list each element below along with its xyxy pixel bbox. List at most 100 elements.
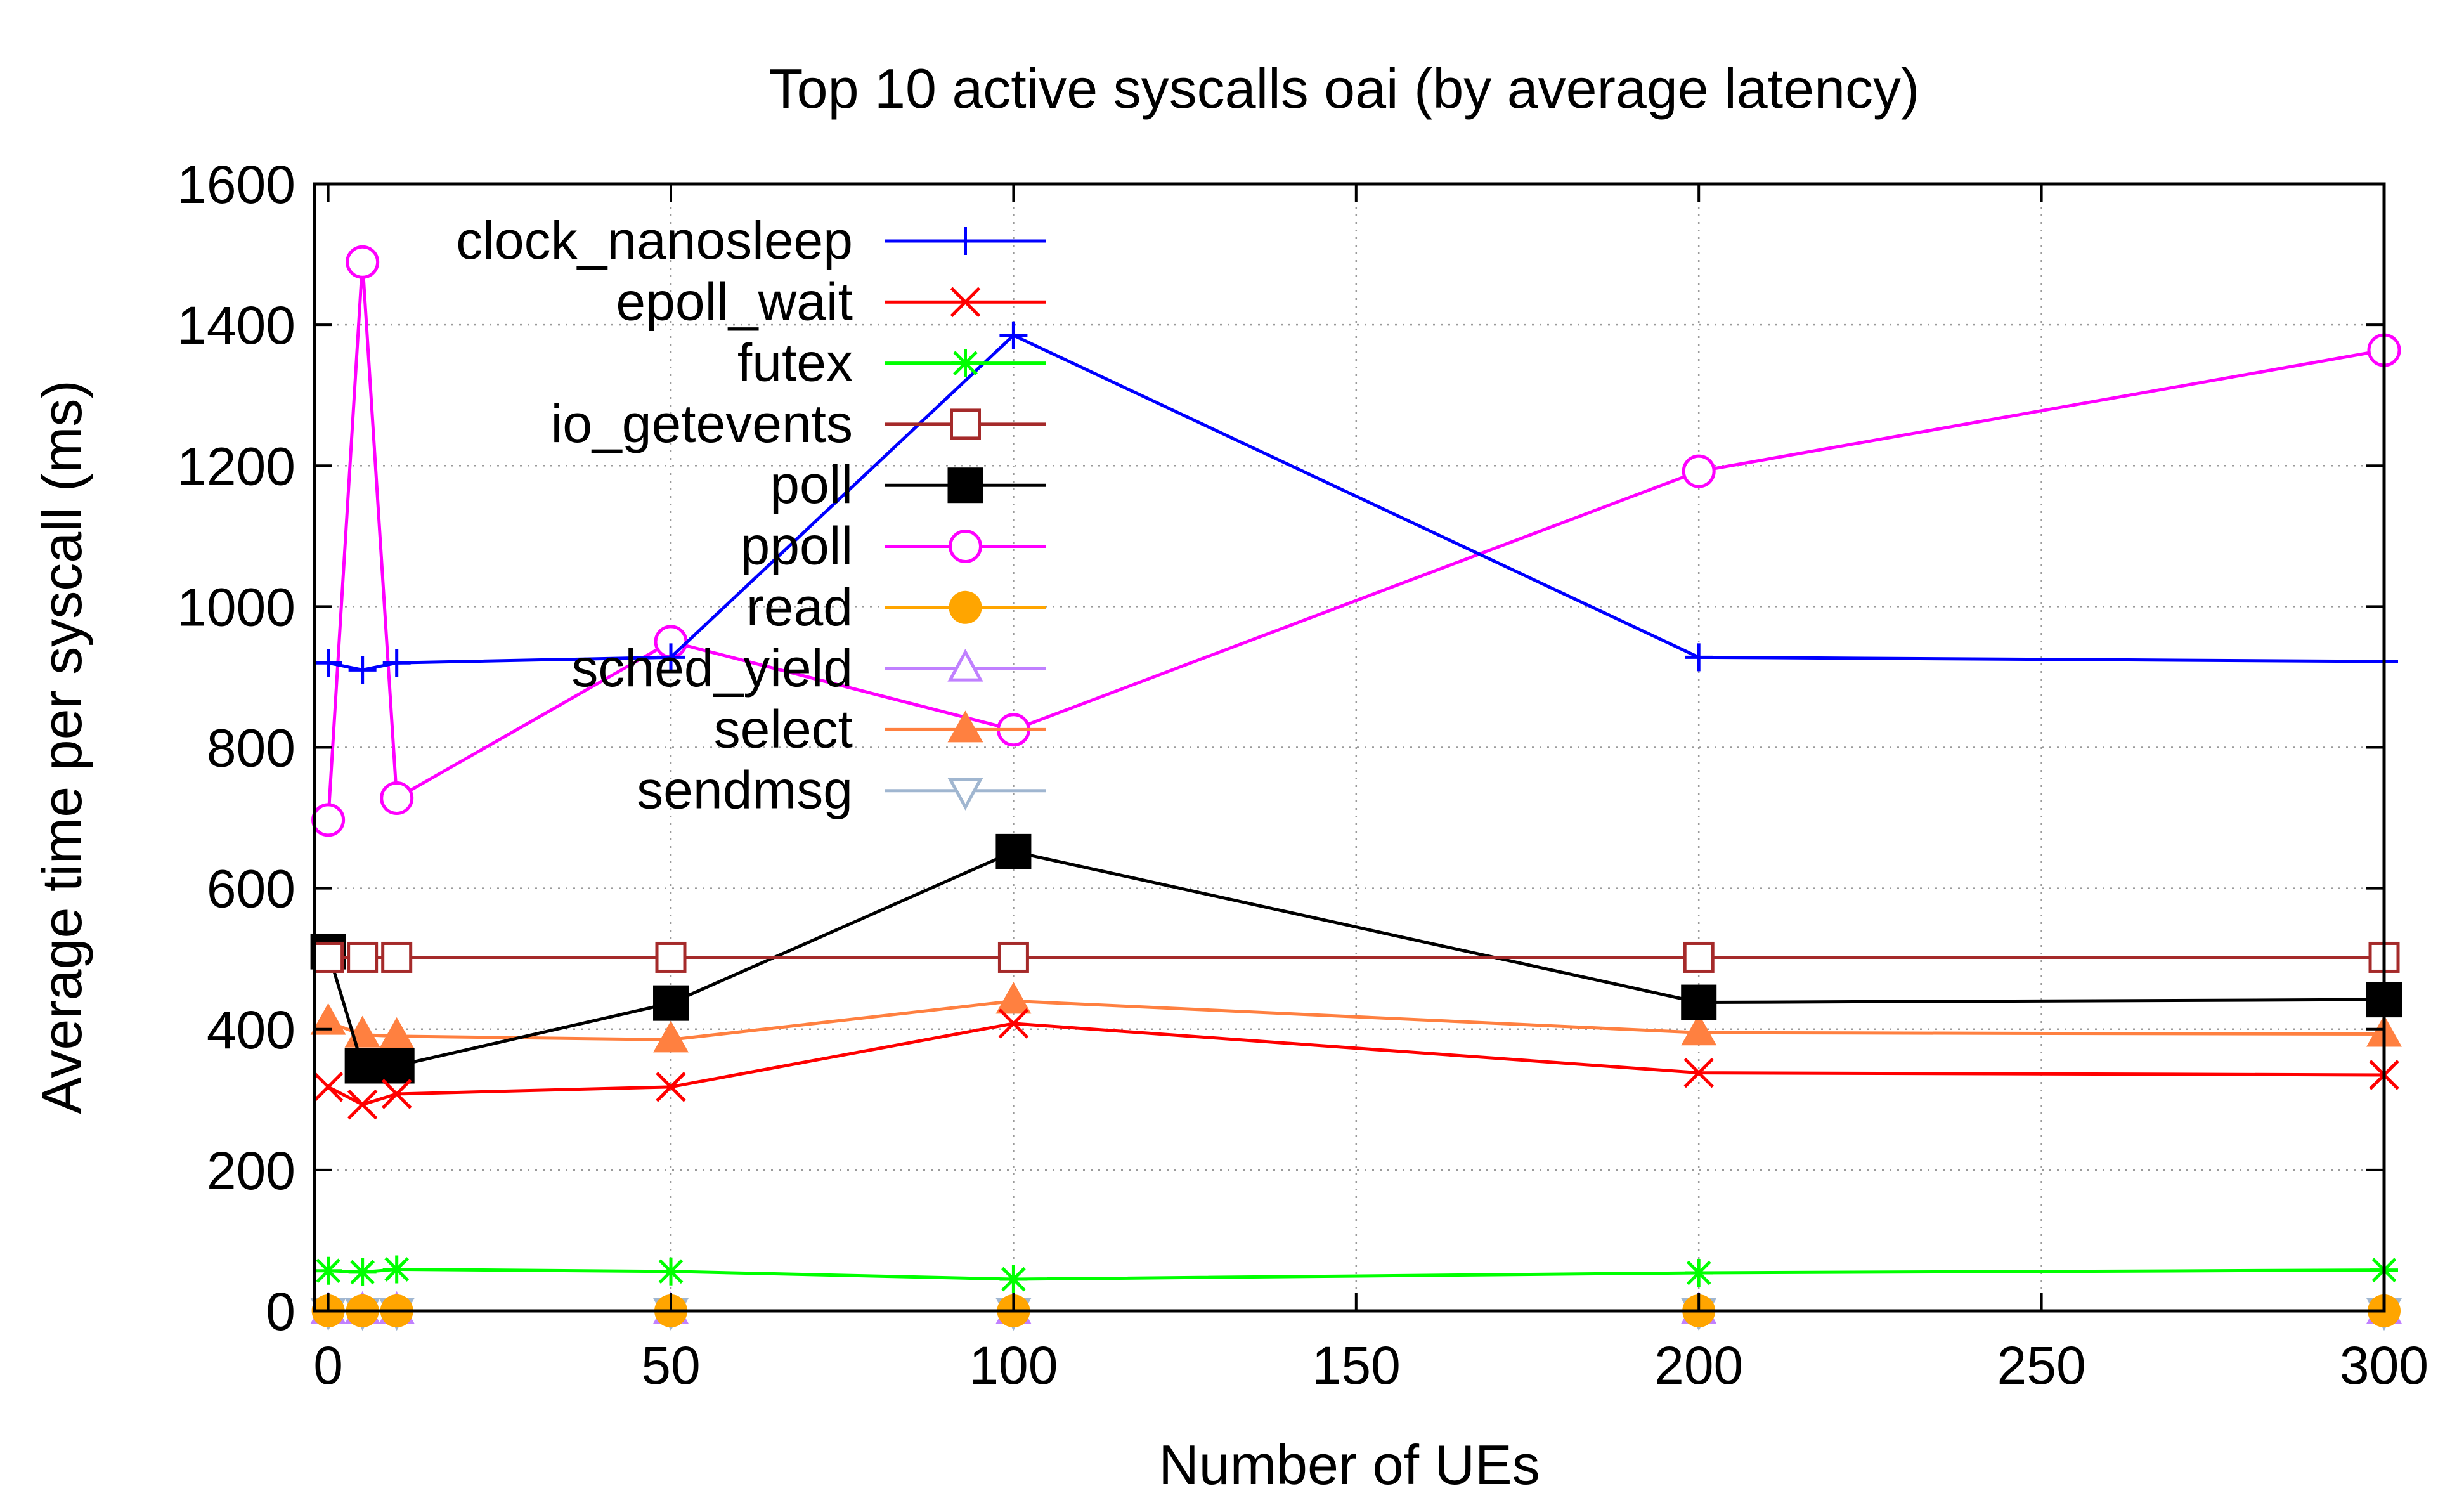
data-point-epoll_wait-stroke bbox=[656, 1072, 686, 1102]
legend-label: epoll_wait bbox=[616, 271, 853, 331]
series-futex bbox=[314, 1255, 2398, 1294]
series-line-ppoll bbox=[327, 260, 2385, 821]
data-point-futex bbox=[657, 1257, 685, 1286]
grid-lines bbox=[314, 184, 2384, 1311]
legend-entry-sched_yield: sched_yield bbox=[571, 638, 1046, 698]
data-point-clock_nanosleep bbox=[1685, 643, 1713, 672]
legend-swatch-marker-shape bbox=[947, 710, 983, 743]
y-tick-label: 800 bbox=[207, 719, 295, 778]
data-point-ppoll-shape bbox=[346, 245, 380, 279]
legend-swatch-marker bbox=[951, 349, 980, 377]
series-epoll_wait bbox=[313, 1008, 2399, 1120]
legend-entry-read: read bbox=[746, 577, 1046, 637]
x-tick-label: 200 bbox=[1654, 1336, 1743, 1395]
y-tick-label: 600 bbox=[207, 859, 295, 919]
legend-entry-ppoll: ppoll bbox=[741, 516, 1046, 576]
x-tick-label: 150 bbox=[1312, 1336, 1401, 1395]
data-point-futex bbox=[348, 1258, 377, 1286]
legend-swatch-marker-stroke bbox=[950, 287, 981, 318]
legend-label: poll bbox=[770, 455, 853, 514]
data-point-epoll_wait bbox=[347, 1089, 378, 1120]
data-point-io_getevents-shape bbox=[347, 941, 379, 973]
data-point-select-shape bbox=[995, 982, 1032, 1014]
data-point-poll-shape bbox=[1681, 984, 1717, 1020]
series-layer bbox=[310, 245, 2402, 1331]
y-tick-label: 1000 bbox=[177, 577, 295, 637]
data-point-futex-stroke bbox=[316, 1258, 340, 1284]
legend: clock_nanosleepepoll_waitfutexio_geteven… bbox=[456, 211, 1046, 820]
legend-swatch-marker-stroke bbox=[953, 351, 978, 375]
legend-swatch-marker-shape bbox=[947, 467, 983, 504]
data-point-ppoll bbox=[311, 803, 346, 837]
legend-entry-io_getevents: io_getevents bbox=[551, 394, 1046, 453]
data-point-futex-stroke bbox=[350, 1260, 375, 1285]
legend-entry-poll: poll bbox=[770, 455, 1046, 514]
legend-label: sendmsg bbox=[637, 760, 853, 820]
data-point-futex-stroke bbox=[1001, 1267, 1026, 1292]
data-point-ppoll bbox=[1682, 454, 1716, 488]
data-point-clock_nanosleep bbox=[382, 649, 411, 677]
data-point-poll-shape bbox=[379, 1048, 415, 1084]
legend-swatch-marker bbox=[949, 590, 982, 624]
data-point-ppoll bbox=[380, 781, 414, 815]
data-point-io_getevents bbox=[997, 941, 1029, 973]
data-point-io_getevents-shape bbox=[1683, 941, 1715, 973]
data-point-clock_nanosleep bbox=[999, 321, 1028, 349]
data-point-futex-stroke bbox=[658, 1259, 684, 1284]
data-point-futex bbox=[1685, 1259, 1713, 1287]
legend-label: io_getevents bbox=[551, 394, 853, 453]
data-point-io_getevents bbox=[313, 941, 344, 973]
data-point-poll bbox=[344, 1048, 380, 1084]
legend-entry-futex: futex bbox=[737, 333, 1046, 393]
legend-entry-sendmsg: sendmsg bbox=[637, 760, 1046, 820]
legend-swatch-marker bbox=[950, 287, 981, 318]
data-point-clock_nanosleep bbox=[314, 649, 342, 677]
data-point-select bbox=[653, 1020, 689, 1053]
data-point-select-shape bbox=[310, 1003, 346, 1035]
y-tick-label: 1600 bbox=[177, 155, 295, 214]
legend-swatch-marker-shape bbox=[947, 648, 983, 682]
data-point-select bbox=[1681, 1013, 1717, 1046]
legend-entry-clock_nanosleep: clock_nanosleep bbox=[456, 211, 1046, 270]
legend-swatch-marker-shape bbox=[949, 590, 982, 624]
data-point-futex bbox=[314, 1256, 342, 1285]
data-point-poll bbox=[653, 985, 689, 1021]
legend-label: sched_yield bbox=[571, 638, 853, 698]
x-axis-label: Number of UEs bbox=[1158, 1433, 1540, 1496]
data-point-io_getevents bbox=[655, 941, 687, 973]
legend-label: futex bbox=[737, 333, 853, 393]
legend-label: clock_nanosleep bbox=[456, 211, 853, 270]
data-point-io_getevents-shape bbox=[381, 941, 413, 973]
data-point-epoll_wait-stroke bbox=[313, 1072, 344, 1102]
series-io_getevents bbox=[313, 941, 2400, 973]
y-tick-label: 400 bbox=[207, 1000, 295, 1060]
data-point-epoll_wait bbox=[998, 1008, 1029, 1039]
data-point-select-shape bbox=[1681, 1013, 1717, 1046]
data-point-poll-shape bbox=[653, 985, 689, 1021]
data-point-epoll_wait bbox=[381, 1079, 412, 1109]
legend-label: select bbox=[714, 699, 853, 759]
data-point-select-shape bbox=[379, 1017, 415, 1049]
data-point-io_getevents bbox=[347, 941, 379, 973]
data-point-poll bbox=[379, 1048, 415, 1084]
data-point-poll-shape bbox=[995, 833, 1032, 869]
legend-swatch-marker bbox=[947, 467, 983, 504]
series-line-clock_nanosleep bbox=[328, 334, 2385, 672]
data-point-epoll_wait bbox=[1683, 1057, 1714, 1088]
x-tick-label: 0 bbox=[313, 1336, 343, 1395]
legend-label: read bbox=[746, 577, 853, 637]
series-line-futex bbox=[328, 1267, 2385, 1281]
data-point-futex bbox=[382, 1255, 411, 1284]
axes: 0 200 400 600 800 1000 1200 1400 1600 0 50 100 150 20… bbox=[177, 155, 2428, 1395]
data-point-io_getevents-shape bbox=[655, 941, 687, 973]
data-point-epoll_wait-stroke bbox=[998, 1008, 1029, 1039]
y-tick-label: 200 bbox=[207, 1141, 295, 1201]
data-point-ppoll-shape bbox=[380, 781, 414, 815]
legend-swatch-marker-shape bbox=[947, 778, 983, 811]
x-tick-label: 250 bbox=[1997, 1336, 2086, 1395]
y-tick-label: 1200 bbox=[177, 436, 295, 496]
legend-swatch-marker bbox=[950, 408, 981, 440]
legend-swatch-marker bbox=[949, 530, 982, 563]
data-point-futex bbox=[999, 1265, 1028, 1294]
data-point-clock_nanosleep bbox=[348, 656, 377, 684]
